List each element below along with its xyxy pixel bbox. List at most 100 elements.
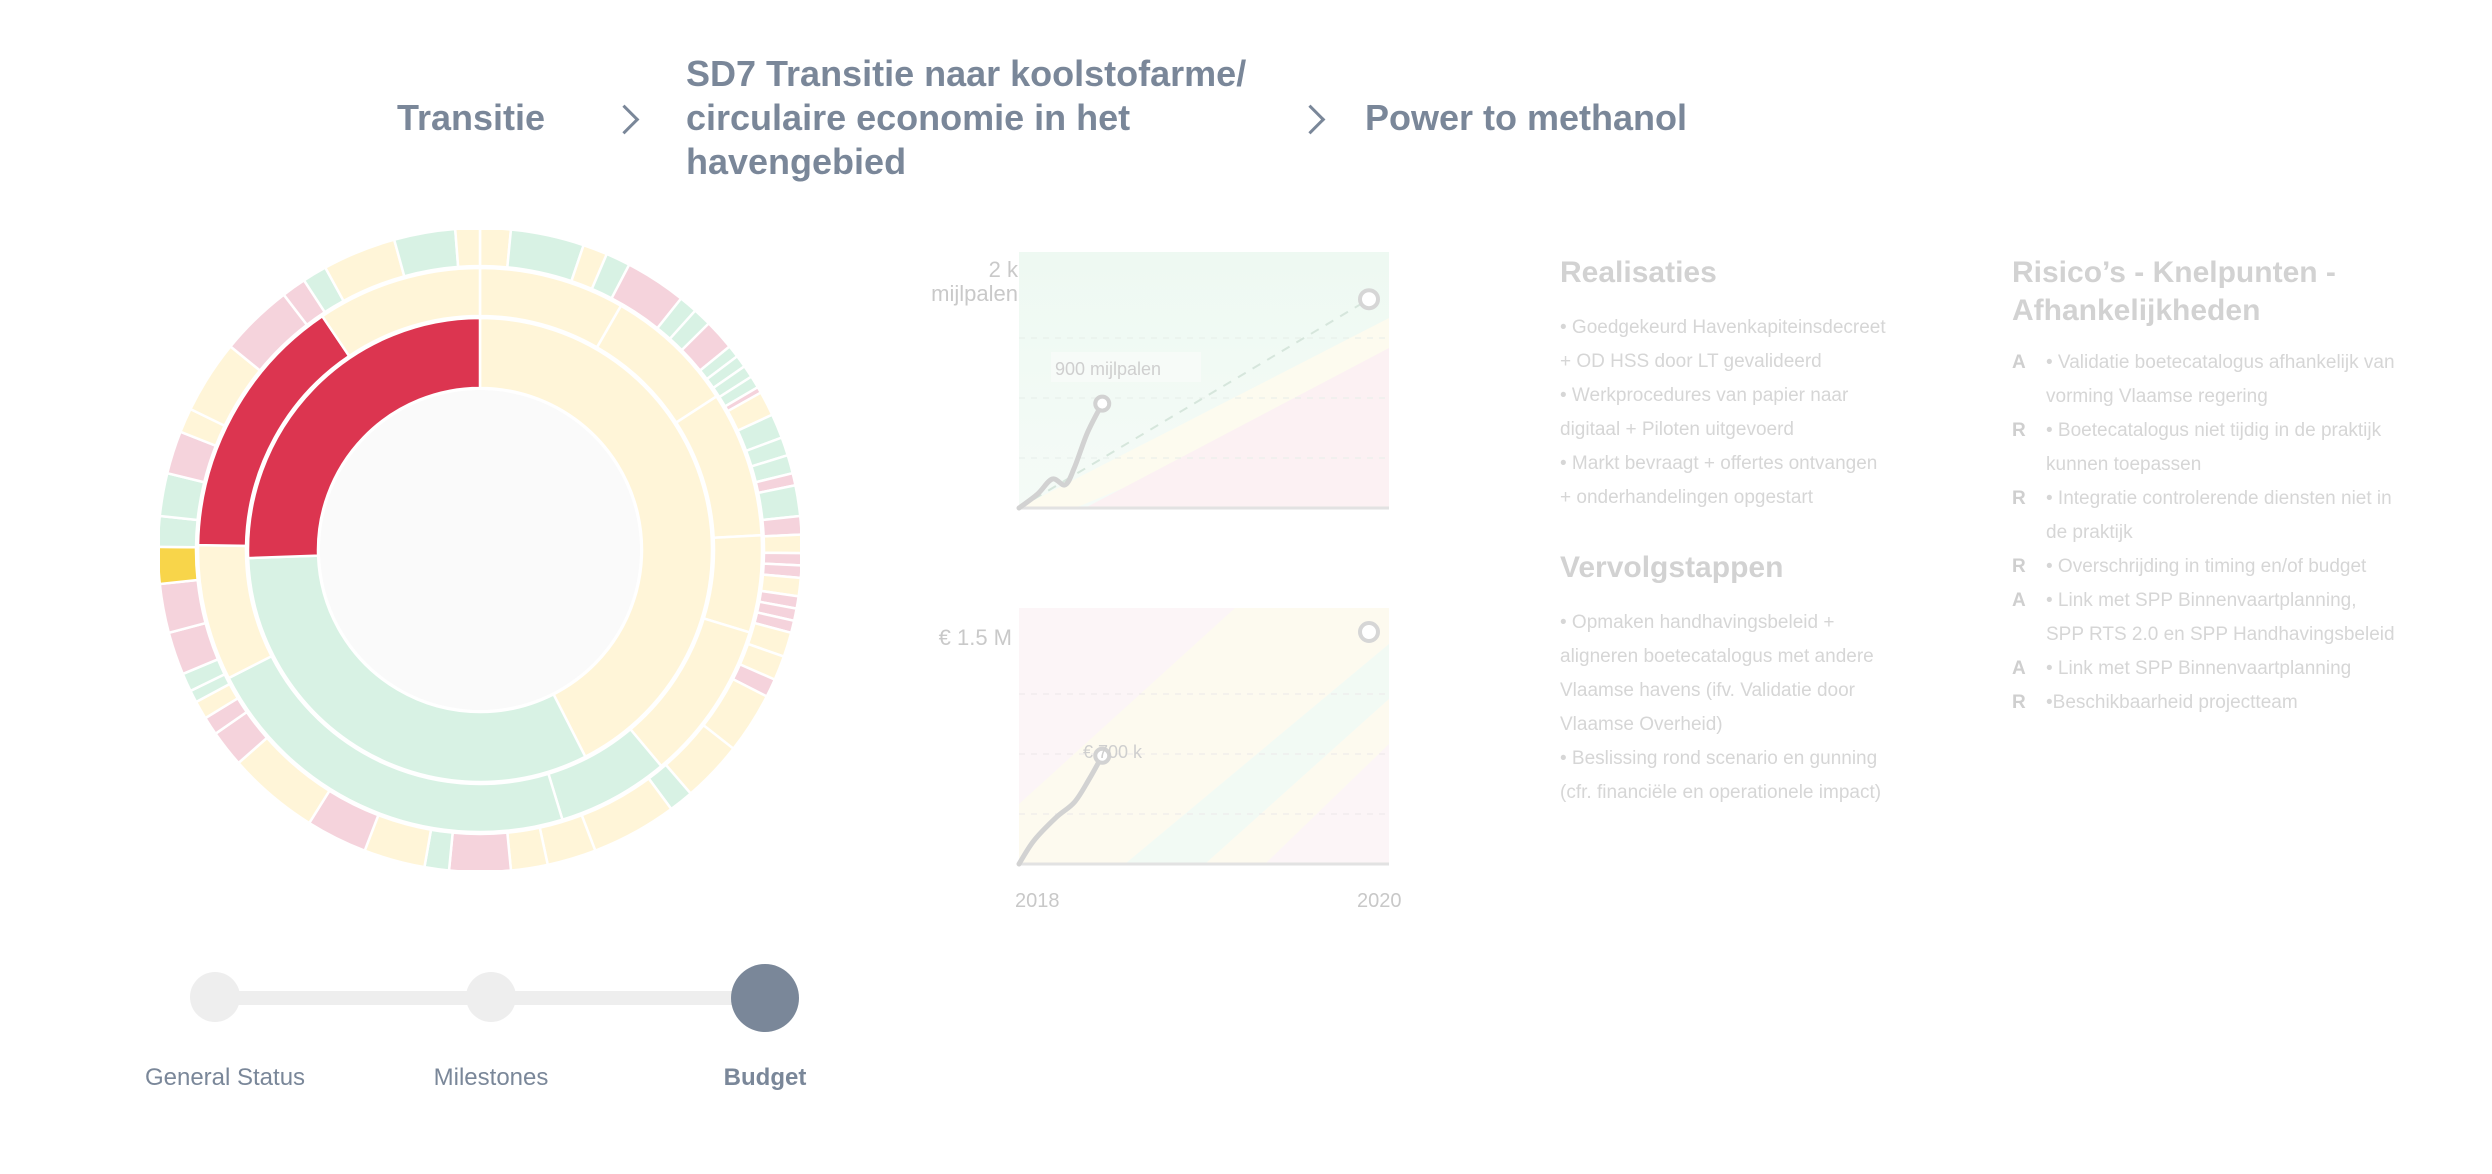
risk-type: A: [2012, 658, 2026, 679]
risk-text-line: • Integratie controlerende diensten niet…: [2046, 488, 2392, 509]
milestones-axis-unit: mijlpalen: [931, 281, 1018, 306]
risk-text: •Beschikbaarheid projectteam: [2046, 686, 2298, 720]
risicos-title-line: Risico’s - Knelpunten -: [2012, 256, 2336, 289]
stepper-dot-general-status[interactable]: [190, 972, 240, 1022]
budget-cream-band-2: [1205, 699, 1389, 864]
vervolgstappen-list: • Opmaken handhavingsbeleid + aligneren …: [1560, 606, 1881, 810]
realisaties-line: • Goedgekeurd Havenkapiteinsdecreet: [1560, 317, 1886, 338]
budget-current-marker: [1093, 746, 1112, 765]
breadcrumb-sd7-line: havengebied: [686, 141, 907, 182]
sunburst-outer-segment[interactable]: [453, 226, 482, 269]
risk-text-line: • Validatie boetecatalogus afhankelijk v…: [2046, 352, 2395, 373]
realisaties-line: + OD HSS door LT gevalideerd: [1560, 351, 1822, 372]
x-tick-2020: 2020: [1357, 890, 1402, 912]
risk-text: • Overschrijding in timing en/of budget: [2046, 550, 2366, 584]
sunburst-outer-segment[interactable]: [756, 483, 802, 522]
sunburst-middle-segment[interactable]: [320, 266, 482, 358]
risk-item: A • Validatie boetecatalogus afhankelijk…: [2012, 346, 2395, 414]
nav-milestones[interactable]: Milestones: [433, 1064, 549, 1091]
milestones-current-marker: [1093, 394, 1112, 413]
sunburst-outer-segment[interactable]: [158, 578, 208, 635]
nav-budget[interactable]: Budget: [723, 1064, 807, 1091]
risk-type: A: [2012, 352, 2026, 373]
realisaties-title: Realisaties: [1560, 256, 1717, 289]
sunburst-inner-segment[interactable]: [478, 316, 714, 759]
vervolgstappen-line: aligneren boetecatalogus met andere: [1560, 646, 1874, 667]
milestones-actual-line: [1016, 401, 1105, 511]
budget-chart: € 700 k: [1015, 604, 1395, 872]
risk-item: R • Overschrijding in timing en/of budge…: [2012, 550, 2395, 584]
breadcrumb-sd7[interactable]: SD7 Transitie naar koolstofarme/ circula…: [686, 52, 1246, 184]
risk-text-line: de praktijk: [2046, 522, 2133, 543]
sunburst-outer-segment[interactable]: [478, 226, 513, 269]
milestones-current-label: 900 mijlpalen: [1055, 359, 1161, 379]
budget-cream-band: [1019, 608, 1389, 864]
sunburst-outer-segment[interactable]: [156, 514, 199, 549]
realisaties-list: • Goedgekeurd Havenkapiteinsdecreet + OD…: [1560, 311, 1886, 515]
risicos-list: A • Validatie boetecatalogus afhankelijk…: [2012, 346, 2395, 720]
breadcrumb-transitie[interactable]: Transitie: [397, 97, 546, 138]
risk-text-line: SPP RTS 2.0 en SPP Handhavingsbeleid: [2046, 624, 2395, 645]
chevron-right-icon: [609, 104, 640, 135]
budget-axis-top: € 1.5 M: [938, 625, 1012, 650]
risk-text-line: • Link met SPP Binnenvaartplanning: [2046, 658, 2352, 679]
realisaties-line: • Werkprocedures van papier naar: [1560, 385, 1849, 406]
risk-text: • Validatie boetecatalogus afhankelijk v…: [2046, 346, 2395, 414]
milestones-chart: 900 mijlpalen: [1015, 248, 1395, 516]
breadcrumb-power-to-methanol: Power to methanol: [1365, 97, 1688, 138]
milestones-axis-top: 2 k mijlpalen: [900, 258, 1018, 306]
risk-text-line: • Overschrijding in timing en/of budget: [2046, 556, 2367, 577]
vervolgstappen-line: Vlaamse Overheid): [1560, 714, 1723, 735]
milestones-target-marker: [1358, 288, 1380, 311]
budget-green-band: [1125, 644, 1389, 864]
chevron-right-icon: [1295, 104, 1326, 135]
budget-target-marker: [1358, 621, 1380, 643]
risk-text-line: • Boetecatalogus niet tijdig in de prakt…: [2046, 420, 2382, 441]
sunburst-center: [320, 390, 640, 710]
risk-item: R •Beschikbaarheid projectteam: [2012, 686, 2395, 720]
realisaties-line: digitaal + Piloten uitgevoerd: [1560, 419, 1794, 440]
sunburst-outer-segment[interactable]: [447, 831, 513, 874]
risk-type: R: [2012, 692, 2026, 713]
sunburst-outer-segment[interactable]: [762, 533, 804, 555]
risicos-title: Risico’s - Knelpunten - Afhankelijkheden: [2012, 254, 2336, 330]
budget-actual-line: [1016, 753, 1105, 867]
nav-general-status[interactable]: General Status: [144, 1064, 306, 1091]
sunburst-inner-segment[interactable]: [246, 554, 588, 784]
risk-text: • Boetecatalogus niet tijdig in de prakt…: [2046, 414, 2381, 482]
risk-item: A • Link met SPP Binnenvaartplanning, SP…: [2012, 584, 2395, 652]
risk-type: R: [2012, 556, 2026, 577]
risk-text: • Integratie controlerende diensten niet…: [2046, 482, 2392, 550]
risk-text-line: •Beschikbaarheid projectteam: [2046, 692, 2298, 713]
milestones-red-band: [1085, 348, 1389, 508]
risk-type: A: [2012, 590, 2026, 611]
budget-current-label: € 700 k: [1083, 742, 1143, 762]
risk-text: • Link met SPP Binnenvaartplanning: [2046, 652, 2351, 686]
milestones-axis-value: 2 k: [988, 257, 1018, 282]
status-sunburst[interactable]: [156, 226, 804, 874]
breadcrumb-sd7-line: circulaire economie in het: [686, 97, 1131, 138]
milestones-green-band: [1019, 318, 1389, 508]
x-tick-2018: 2018: [1015, 890, 1060, 912]
stepper-dot-budget[interactable]: [731, 964, 799, 1032]
vervolgstappen-line: • Opmaken handhavingsbeleid +: [1560, 612, 1835, 633]
sunburst-outer-segment[interactable]: [156, 545, 199, 586]
breadcrumb-sd7-line: SD7 Transitie naar koolstofarme/: [686, 53, 1247, 94]
sunburst-inner-segment[interactable]: [246, 316, 482, 560]
risk-type: R: [2012, 420, 2026, 441]
sunburst-outer-segment[interactable]: [505, 826, 550, 872]
realisaties-line: + onderhandelingen opgestart: [1560, 487, 1814, 508]
risk-text-line: • Link met SPP Binnenvaartplanning,: [2046, 590, 2357, 611]
risicos-title-line: Afhankelijkheden: [2012, 294, 2261, 327]
risk-text-line: vorming Vlaamse regering: [2046, 386, 2268, 407]
vervolgstappen-line: Vlaamse havens (ifv. Validatie door: [1560, 680, 1856, 701]
risk-text-line: kunnen toepassen: [2046, 454, 2202, 475]
sunburst-outer-segment[interactable]: [761, 514, 803, 538]
risk-type: R: [2012, 488, 2026, 509]
risk-item: R • Boetecatalogus niet tijdig in de pra…: [2012, 414, 2395, 482]
risk-text: • Link met SPP Binnenvaartplanning, SPP …: [2046, 584, 2395, 652]
risk-item: A • Link met SPP Binnenvaartplanning: [2012, 652, 2395, 686]
vervolgstappen-line: (cfr. financiële en operationele impact): [1560, 782, 1882, 803]
stepper-dot-milestones[interactable]: [466, 972, 516, 1022]
milestones-label-bg: [1051, 352, 1201, 382]
